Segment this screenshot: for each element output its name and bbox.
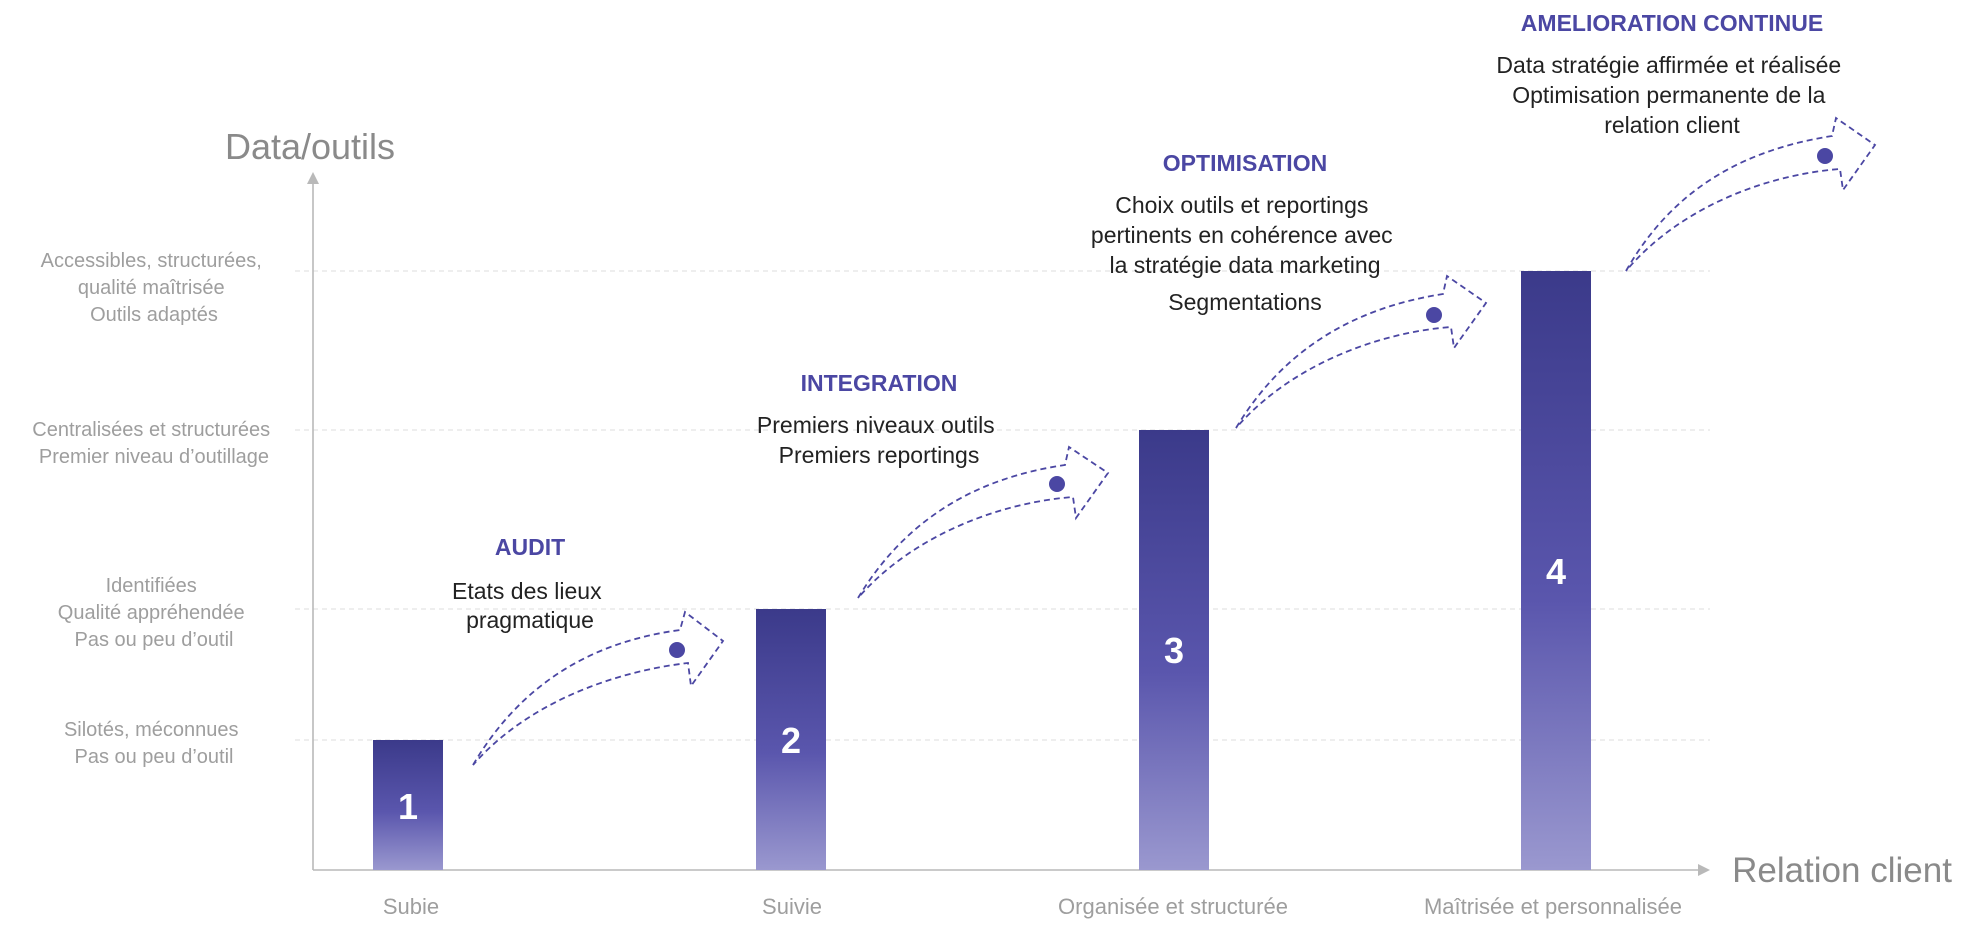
y-level-label-4: Accessibles, structurées, qualité maîtri… bbox=[41, 250, 268, 326]
stage-number-3: 3 bbox=[1164, 630, 1184, 671]
transition-title-audit: AUDIT bbox=[495, 534, 565, 560]
y-level-label-2: Identifiées Qualité appréhendée Pas ou p… bbox=[58, 575, 250, 651]
y-level-label-3: Centralisées et structurées Premier nive… bbox=[32, 419, 275, 468]
transition-dot-1 bbox=[669, 642, 685, 658]
transition-title-amelioration: AMELIORATION CONTINUE bbox=[1521, 10, 1823, 36]
stage-bar-4 bbox=[1521, 271, 1591, 870]
transition-extra-optimisation: Segmentations bbox=[1168, 289, 1321, 315]
stage-labels: Subie Suivie Organisée et structurée Maî… bbox=[383, 894, 1682, 919]
y-axis-arrowhead bbox=[307, 172, 319, 184]
stage-label-2: Suivie bbox=[762, 894, 822, 919]
stage-label-3: Organisée et structurée bbox=[1058, 894, 1288, 919]
gridlines bbox=[295, 270, 1710, 741]
transition-dot-4 bbox=[1817, 148, 1833, 164]
stage-number-1: 1 bbox=[398, 786, 418, 827]
y-level-labels: Silotés, méconnues Pas ou peu d’outil Id… bbox=[32, 250, 275, 768]
transition-descriptions: Etats des lieux pragmatique Premiers niv… bbox=[452, 52, 1847, 633]
transition-title-optimisation: OPTIMISATION bbox=[1163, 150, 1327, 176]
x-axis-arrowhead bbox=[1698, 864, 1710, 876]
transition-desc-integration: Premiers niveaux outils Premiers reporti… bbox=[757, 412, 1001, 468]
transition-arrow-2 bbox=[857, 445, 1110, 599]
stage-label-4: Maîtrisée et personnalisée bbox=[1424, 894, 1682, 919]
y-axis-title: Data/outils bbox=[225, 126, 395, 167]
transition-arrow-4 bbox=[1625, 116, 1877, 272]
transition-arrows bbox=[472, 116, 1877, 766]
stage-number-4: 4 bbox=[1546, 551, 1566, 592]
transition-dot-3 bbox=[1426, 307, 1442, 323]
x-axis-title: Relation client bbox=[1732, 851, 1952, 890]
transition-title-integration: INTEGRATION bbox=[801, 370, 958, 396]
transition-desc-optimisation: Choix outils et reportings pertinents en… bbox=[1091, 192, 1399, 278]
transition-arrow-1 bbox=[472, 610, 725, 766]
y-level-label-1: Silotés, méconnues Pas ou peu d’outil bbox=[64, 719, 244, 768]
stage-label-1: Subie bbox=[383, 894, 439, 919]
transition-desc-audit: Etats des lieux pragmatique bbox=[452, 578, 608, 633]
transition-desc-amelioration: Data stratégie affirmée et réalisée Opti… bbox=[1496, 52, 1847, 138]
transition-dots bbox=[669, 148, 1833, 658]
axes bbox=[307, 172, 1710, 876]
stage-bar-1 bbox=[373, 740, 443, 870]
transition-titles: AUDIT INTEGRATION OPTIMISATION AMELIORAT… bbox=[495, 10, 1823, 560]
stage-number-2: 2 bbox=[781, 720, 801, 761]
stage-numbers: 1 2 3 4 bbox=[398, 551, 1566, 827]
transition-arrow-3 bbox=[1235, 274, 1488, 429]
stage-bar-2 bbox=[756, 609, 826, 870]
stage-bar-3 bbox=[1139, 430, 1209, 870]
transition-dot-2 bbox=[1049, 476, 1065, 492]
stage-bars bbox=[373, 271, 1591, 870]
